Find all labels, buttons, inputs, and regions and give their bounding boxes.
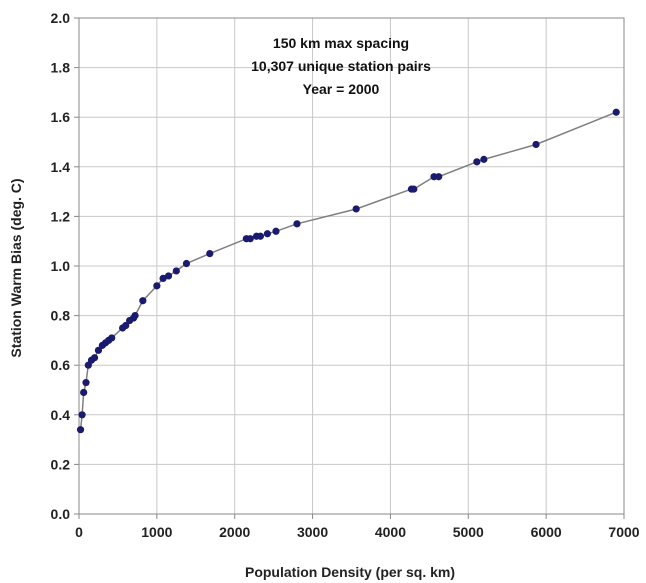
data-point — [90, 354, 99, 362]
data-point — [164, 272, 173, 280]
annotation-station-pairs: 10,307 unique station pairs — [251, 58, 431, 74]
x-tick-label: 3000 — [297, 524, 328, 540]
x-tick-label: 0 — [75, 524, 83, 540]
data-point — [139, 297, 147, 305]
data-point — [435, 173, 443, 181]
data-point — [131, 312, 139, 320]
y-tick-label: 1.4 — [51, 159, 71, 175]
y-axis-ticks: 0.0 0.2 0.4 0.6 0.8 1.0 1.2 1.4 1.6 1.8 2.0 — [51, 10, 79, 522]
data-point — [82, 378, 90, 387]
data-point — [76, 426, 85, 434]
data-points — [76, 108, 620, 434]
data-point — [263, 230, 272, 238]
x-tick-label: 1000 — [141, 524, 172, 540]
data-point — [172, 267, 180, 275]
data-point — [182, 259, 191, 268]
data-point — [108, 334, 116, 342]
data-point — [80, 388, 88, 397]
y-tick-label: 1.2 — [51, 208, 71, 224]
data-point — [612, 108, 620, 116]
y-tick-label: 0.0 — [51, 506, 71, 522]
data-point — [78, 411, 86, 419]
x-tick-label: 2000 — [219, 524, 250, 540]
data-point — [159, 274, 167, 282]
x-tick-label: 7000 — [608, 524, 639, 540]
x-tick-label: 5000 — [453, 524, 484, 540]
y-tick-label: 1.8 — [51, 60, 71, 76]
data-point — [480, 155, 488, 163]
data-point — [256, 232, 265, 240]
y-axis-title: Station Warm Bias (deg. C) — [8, 178, 24, 357]
data-point — [246, 235, 254, 243]
y-tick-label: 1.6 — [51, 109, 71, 125]
annotation-year: Year = 2000 — [303, 81, 380, 97]
data-point — [272, 227, 280, 235]
data-point — [153, 282, 161, 290]
x-tick-label: 6000 — [531, 524, 562, 540]
data-point — [410, 185, 418, 193]
x-axis-ticks: 0 1000 2000 3000 4000 5000 6000 7000 — [75, 514, 640, 540]
y-tick-label: 2.0 — [51, 10, 71, 26]
annotation-spacing: 150 km max spacing — [273, 35, 409, 51]
x-tick-label: 4000 — [375, 524, 406, 540]
data-point — [293, 220, 301, 228]
y-tick-label: 1.0 — [51, 258, 71, 274]
data-point — [532, 140, 540, 149]
y-tick-label: 0.6 — [51, 357, 71, 373]
data-point — [473, 158, 481, 166]
y-tick-label: 0.4 — [51, 407, 71, 423]
data-point — [352, 205, 360, 213]
data-point — [122, 321, 130, 330]
y-tick-label: 0.2 — [51, 456, 71, 472]
x-axis-title: Population Density (per sq. km) — [245, 564, 455, 580]
data-point — [206, 250, 214, 258]
y-tick-label: 0.8 — [51, 308, 71, 324]
data-point — [94, 346, 103, 354]
